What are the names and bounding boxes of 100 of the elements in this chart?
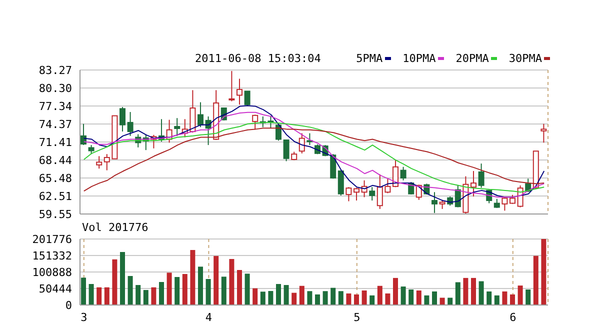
legend-label: 20PMA [456, 52, 489, 65]
candlestick [540, 123, 547, 144]
bar [182, 274, 188, 305]
bar [229, 259, 234, 305]
bar [96, 287, 102, 305]
bar [541, 239, 546, 305]
candlestick [470, 170, 476, 198]
bar [244, 274, 250, 305]
bar [292, 292, 297, 305]
x-tick-label: 3 [80, 310, 88, 324]
bar [455, 282, 460, 305]
y-tick-label: 77.34 [38, 100, 72, 113]
bar [354, 294, 359, 305]
bar [81, 278, 86, 305]
y-tick-label: 0 [65, 298, 72, 312]
bar [190, 250, 196, 305]
bar [136, 285, 141, 305]
candlestick [127, 112, 134, 136]
candlestick [346, 186, 352, 202]
bar [408, 289, 414, 305]
candlestick [283, 139, 290, 162]
candlestick [400, 166, 406, 181]
x-tick-label: 6 [510, 310, 516, 324]
bar [252, 288, 258, 305]
candlestick [174, 118, 180, 136]
bar [330, 288, 336, 305]
candlestick [478, 163, 484, 188]
bar [448, 298, 453, 305]
bar [370, 295, 375, 305]
bar [494, 295, 500, 305]
bar [510, 294, 515, 305]
bar [128, 276, 133, 305]
candlestick [244, 90, 250, 106]
bar [463, 278, 468, 305]
bar [416, 290, 422, 305]
candlestick [120, 106, 126, 132]
y-tick-label: 151332 [32, 249, 72, 262]
y-tick-label: 201776 [32, 232, 72, 246]
bar [424, 295, 430, 305]
candlestick [354, 187, 360, 202]
bar [276, 284, 281, 305]
y-tick-label: 80.30 [38, 82, 72, 95]
bar [471, 278, 476, 305]
candlestick [439, 199, 446, 210]
y-tick-label: 59.55 [38, 208, 72, 221]
legend-label: 5PMA [356, 52, 383, 65]
bar [338, 291, 344, 305]
bar [377, 286, 382, 305]
x-tick-label: 4 [205, 310, 212, 324]
candlestick [80, 123, 86, 146]
candlestick [198, 102, 204, 128]
bar [393, 278, 398, 305]
bar [486, 291, 492, 305]
candlestick [369, 186, 376, 202]
candlestick [502, 196, 508, 212]
bar [346, 293, 352, 305]
y-tick-label: 50444 [38, 282, 72, 296]
bar [533, 256, 538, 305]
bar [198, 266, 203, 305]
bar [478, 281, 484, 305]
bar [206, 278, 211, 305]
candlestick [494, 198, 500, 208]
candlestick [252, 114, 258, 130]
bar [237, 270, 242, 305]
bar [221, 276, 226, 305]
y-tick-label: 62.51 [38, 190, 72, 203]
candlestick [338, 170, 344, 196]
chart-title: Vol 201776 [82, 221, 148, 234]
y-tick-label: 83.27 [38, 64, 72, 77]
y-tick-label: 68.44 [38, 154, 72, 167]
candlestick [510, 194, 516, 204]
bar [151, 287, 156, 305]
bar [166, 272, 172, 305]
candlestick [236, 78, 242, 106]
bar [284, 285, 289, 305]
bar [315, 294, 320, 305]
candlestick [88, 144, 94, 155]
bar [322, 291, 328, 305]
bar [143, 290, 148, 305]
bar [260, 292, 266, 305]
bar [120, 252, 125, 305]
candlestick [228, 70, 235, 102]
bar [104, 287, 110, 305]
chart-title: 2011-06-08 15:03:04 [195, 52, 321, 65]
bar [362, 290, 367, 305]
bar [518, 286, 523, 305]
bar [432, 291, 437, 305]
candlestick [432, 192, 438, 214]
y-tick-label: 100888 [32, 266, 72, 279]
candlestick [298, 132, 305, 154]
y-tick-label: 71.41 [38, 136, 72, 149]
bar [112, 259, 118, 305]
y-tick-label: 65.48 [38, 172, 72, 185]
bar [299, 286, 304, 305]
candlestick [96, 156, 102, 170]
bar [214, 256, 219, 305]
bar [268, 291, 274, 305]
bar [502, 291, 508, 305]
bar [307, 291, 312, 305]
bar [526, 289, 531, 305]
